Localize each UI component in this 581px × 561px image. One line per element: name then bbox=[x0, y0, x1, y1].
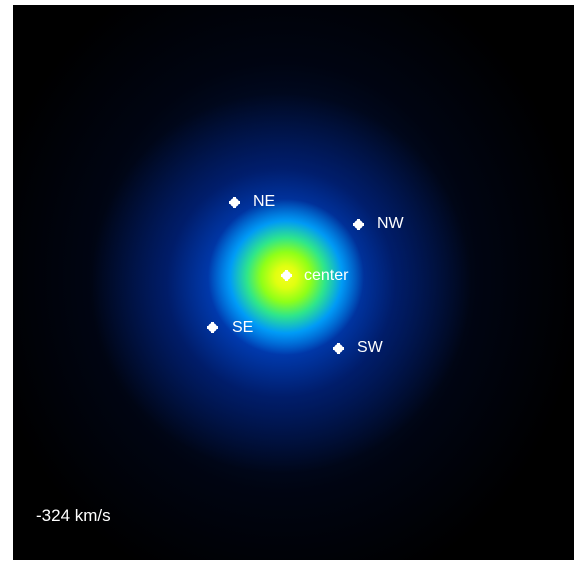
star-icon-ne bbox=[229, 197, 240, 208]
emission-map: NE NW center SE SW -324 km/s bbox=[13, 5, 574, 560]
marker-label-nw: NW bbox=[377, 215, 404, 232]
star-icon-center bbox=[281, 270, 292, 281]
star-icon-se bbox=[207, 322, 218, 333]
marker-label-se: SE bbox=[232, 319, 254, 336]
star-icon-sw bbox=[333, 343, 344, 354]
marker-label-sw: SW bbox=[357, 339, 383, 356]
velocity-label: -324 km/s bbox=[36, 506, 111, 525]
star-icon-nw bbox=[353, 219, 364, 230]
marker-label-ne: NE bbox=[253, 193, 276, 210]
marker-label-center: center bbox=[304, 267, 349, 284]
bright-core bbox=[13, 5, 574, 560]
